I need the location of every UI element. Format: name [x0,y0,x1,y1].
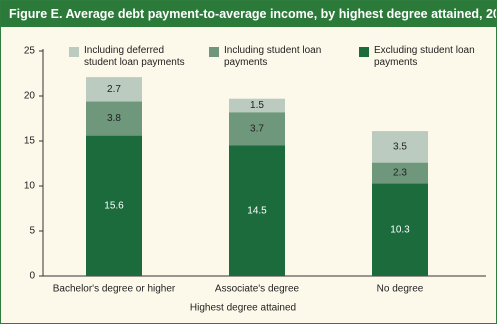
value-label: 15.6 [104,200,124,211]
bar-segment [229,112,285,146]
bar-segment [372,131,428,163]
value-label: 14.5 [247,205,267,216]
legend-label: Excluding student loan payments [374,45,475,68]
value-label: 3.7 [250,123,264,134]
x-tick-label: No degree [377,284,424,295]
legend-label: Including deferred student loan payments [84,45,185,68]
value-label: 2.3 [393,168,407,179]
legend-swatch [209,47,219,57]
legend-swatch [69,47,79,57]
y-tick-label: 20 [24,91,36,102]
bar-segment [86,101,142,136]
bar-segment [86,77,142,102]
legend-label: Including student loan payments [224,45,322,68]
y-tick-label: 15 [24,136,36,147]
legend-swatch [359,47,369,57]
y-tick-label: 5 [29,226,35,237]
bar-segment [372,162,428,184]
bar-segment [229,98,285,113]
x-axis-label: Highest degree attained [190,303,296,314]
bar-segment [229,145,285,276]
value-label: 3.5 [393,141,407,152]
value-label: 2.7 [107,84,121,95]
bar-segment [86,135,142,276]
value-label: 3.8 [107,113,121,124]
value-label: 1.5 [250,100,264,111]
x-tick-label: Bachelor's degree or higher [53,284,176,295]
y-tick-label: 0 [29,271,35,282]
y-tick-label: 25 [24,46,36,57]
x-tick-label: Associate's degree [215,284,300,295]
y-tick-label: 10 [24,181,36,192]
bar-segment [372,183,428,276]
value-label: 10.3 [390,224,410,235]
chart-title: Figure E. Average debt payment-to-averag… [1,1,496,27]
